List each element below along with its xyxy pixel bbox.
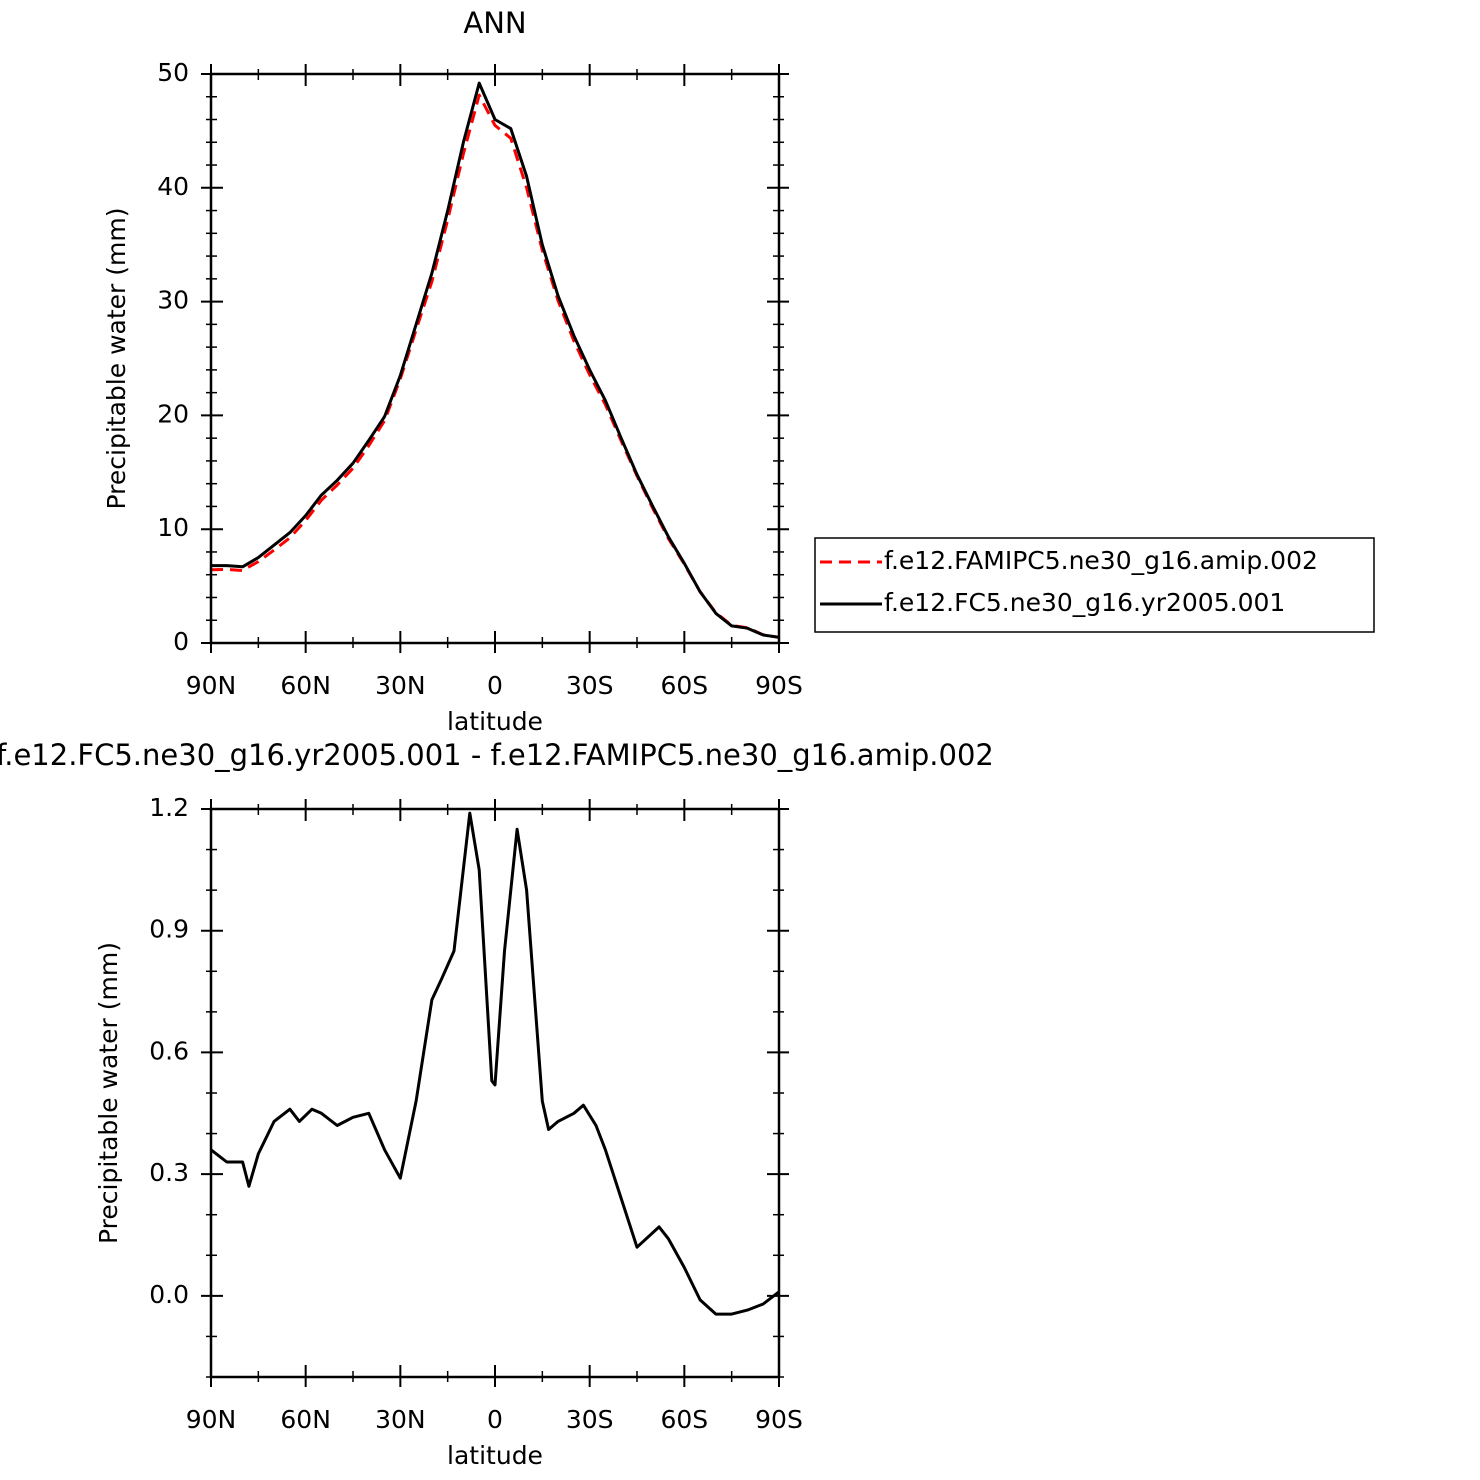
- x-tick-label: 0: [487, 671, 503, 700]
- x-axis-label: latitude: [447, 1441, 543, 1470]
- x-tick-label: 60S: [660, 671, 708, 700]
- x-tick-label: 30S: [566, 671, 614, 700]
- y-tick-label: 0: [173, 627, 189, 656]
- y-tick-label: 50: [157, 58, 189, 87]
- x-tick-label: 0: [487, 1405, 503, 1434]
- data-line: [210, 811, 780, 1316]
- x-tick-label: 90N: [186, 671, 237, 700]
- x-tick-label: 90S: [755, 671, 803, 700]
- y-tick-label: 40: [157, 172, 189, 201]
- y-tick-label: 1.2: [149, 793, 189, 822]
- plot-frame: [209, 72, 781, 645]
- x-tick-label: 90S: [755, 1405, 803, 1434]
- chart-title: ANN: [463, 6, 526, 40]
- y-tick-label: 0.3: [149, 1158, 189, 1187]
- chart-title: f.e12.FC5.ne30_g16.yr2005.001 - f.e12.FA…: [0, 738, 994, 772]
- x-tick-label: 30N: [375, 1405, 426, 1434]
- y-tick-label: 0.9: [149, 915, 189, 944]
- y-axis-label: Precipitable water (mm): [102, 208, 131, 510]
- y-tick-label: 10: [157, 513, 189, 542]
- plot-frame: [209, 807, 781, 1379]
- y-axis-label: Precipitable water (mm): [94, 942, 123, 1244]
- y-tick-label: 20: [157, 399, 189, 428]
- x-axis-label: latitude: [447, 707, 543, 736]
- legend-label: f.e12.FC5.ne30_g16.yr2005.001: [884, 588, 1285, 617]
- legend-box: [814, 537, 1375, 633]
- x-tick-label: 60N: [280, 1405, 331, 1434]
- legend-label: f.e12.FAMIPC5.ne30_g16.amip.002: [884, 546, 1318, 575]
- x-tick-label: 30S: [566, 1405, 614, 1434]
- data-line: [211, 81, 780, 639]
- x-tick-label: 30N: [375, 671, 426, 700]
- y-tick-label: 0.0: [149, 1280, 189, 1309]
- x-tick-label: 90N: [186, 1405, 237, 1434]
- data-line: [210, 93, 780, 639]
- y-tick-label: 0.6: [149, 1036, 189, 1065]
- y-tick-label: 30: [157, 286, 189, 315]
- x-tick-label: 60N: [280, 671, 331, 700]
- x-tick-label: 60S: [660, 1405, 708, 1434]
